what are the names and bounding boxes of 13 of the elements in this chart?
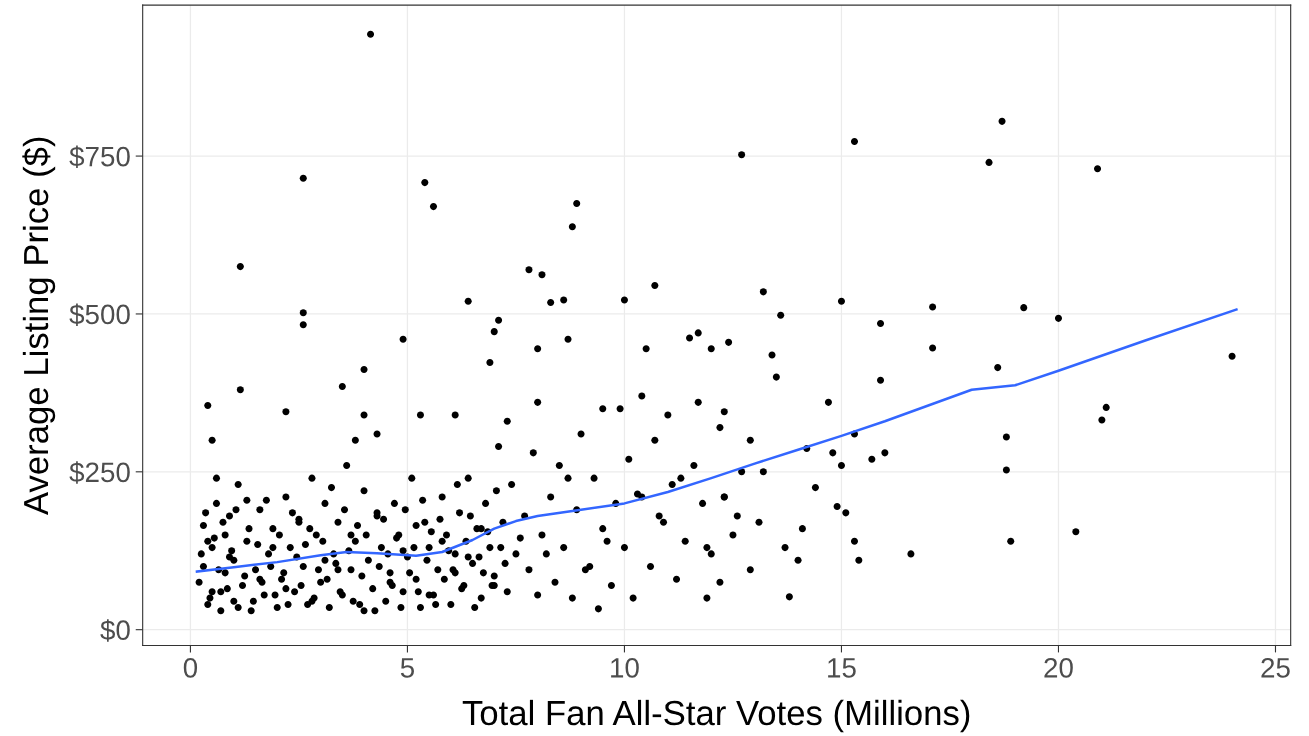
y-tick-label: $750 xyxy=(69,145,130,169)
x-tick-label: 0 xyxy=(183,658,198,678)
x-tick-label: 25 xyxy=(1261,658,1290,678)
x-axis-title: Total Fan All-Star Votes (Millions) xyxy=(462,699,970,733)
x-tick-label: 20 xyxy=(1044,658,1073,678)
y-tick-label: $250 xyxy=(69,461,130,484)
y-tick-label: $500 xyxy=(69,303,130,326)
y-axis-title: Average Listing Price ($) xyxy=(22,137,56,516)
line-series xyxy=(195,308,1238,573)
x-tick-label: 5 xyxy=(400,658,414,678)
x-tick-label: 15 xyxy=(828,658,856,678)
x-tick-label: 10 xyxy=(611,658,639,678)
y-tick-label: $0 xyxy=(100,619,130,642)
